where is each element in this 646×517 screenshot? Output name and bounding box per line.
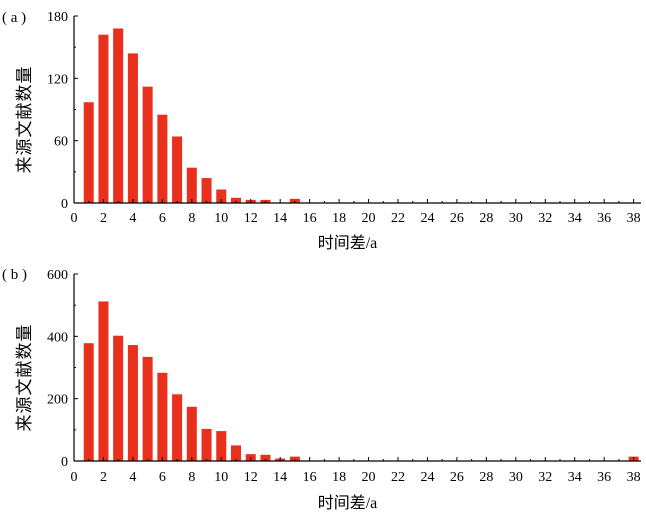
x-tick-label: 26 xyxy=(450,211,464,226)
bar xyxy=(98,34,109,204)
bar xyxy=(98,301,109,461)
x-tick-label: 12 xyxy=(244,470,258,485)
x-tick-label: 12 xyxy=(244,211,258,226)
bar xyxy=(230,197,241,203)
y-tick-label: 60 xyxy=(54,135,68,150)
y-tick-label: 0 xyxy=(61,455,68,470)
bar xyxy=(289,198,300,203)
panel-label: ( b ) xyxy=(2,267,27,283)
bar xyxy=(142,356,153,461)
bar xyxy=(157,114,168,203)
bar xyxy=(201,428,212,461)
bar xyxy=(113,28,124,203)
x-tick-label: 18 xyxy=(332,211,346,226)
bar xyxy=(142,86,153,203)
x-tick-label: 32 xyxy=(538,470,552,485)
chart-panel: 0 2 4 6 8 10 12 14 16 18 20 22 24 26 28 30 32 34 36 3806012… xyxy=(2,10,641,252)
x-axis-label: 时间差/a xyxy=(318,234,378,252)
y-axis-label: 来源文献数量 xyxy=(15,324,34,432)
x-tick-label: 22 xyxy=(391,470,405,485)
x-tick-label: 36 xyxy=(597,211,611,226)
y-tick-label: 180 xyxy=(47,10,68,25)
bar xyxy=(113,335,124,461)
x-tick-label: 28 xyxy=(479,211,493,226)
x-tick-label: 2 xyxy=(100,211,107,226)
x-tick-label: 34 xyxy=(568,211,582,226)
bar xyxy=(216,431,227,461)
x-tick-label: 38 xyxy=(627,211,641,226)
bar xyxy=(216,189,227,203)
x-tick-label: 0 xyxy=(71,211,78,226)
x-tick-label: 38 xyxy=(627,470,641,485)
x-tick-label: 28 xyxy=(479,470,493,485)
bar xyxy=(172,394,183,461)
x-tick-label: 18 xyxy=(332,470,346,485)
x-tick-label: 32 xyxy=(538,211,552,226)
bar xyxy=(83,343,94,461)
x-tick-label: 0 xyxy=(71,470,78,485)
bar xyxy=(289,456,300,461)
y-tick-label: 0 xyxy=(61,197,68,212)
chart-panel: 0 2 4 6 8 10 12 14 16 18 20 22 24 26 28 30 32 34 36 3802004… xyxy=(2,267,641,512)
x-tick-label: 8 xyxy=(188,211,195,226)
bar xyxy=(127,53,138,204)
x-tick-label: 30 xyxy=(509,470,523,485)
bar xyxy=(172,136,183,203)
x-tick-label: 10 xyxy=(214,470,228,485)
x-tick-label: 8 xyxy=(188,470,195,485)
bar xyxy=(260,454,271,461)
x-tick-label: 20 xyxy=(362,211,376,226)
bar xyxy=(157,372,168,461)
bar xyxy=(201,178,212,203)
bar xyxy=(186,167,197,203)
x-tick-label: 34 xyxy=(568,470,582,485)
x-tick-label: 6 xyxy=(159,470,166,485)
bar xyxy=(83,102,94,203)
x-tick-label: 16 xyxy=(303,470,317,485)
x-tick-label: 24 xyxy=(420,470,434,485)
x-tick-label: 10 xyxy=(214,211,228,226)
x-tick-label: 24 xyxy=(420,211,434,226)
y-tick-label: 400 xyxy=(47,330,68,345)
panel-label: ( a ) xyxy=(2,10,26,26)
y-axis-label: 来源文献数量 xyxy=(15,66,34,174)
y-tick-label: 200 xyxy=(47,393,68,408)
x-tick-label: 2 xyxy=(100,470,107,485)
x-tick-label: 14 xyxy=(273,470,287,485)
x-tick-label: 16 xyxy=(303,211,317,226)
y-tick-label: 600 xyxy=(47,268,68,283)
x-tick-label: 22 xyxy=(391,211,405,226)
x-tick-label: 4 xyxy=(129,470,136,485)
x-axis-label: 时间差/a xyxy=(318,494,378,512)
x-tick-label: 36 xyxy=(597,470,611,485)
x-tick-label: 4 xyxy=(129,211,136,226)
y-tick-label: 120 xyxy=(47,72,68,87)
bar xyxy=(127,345,138,461)
bar xyxy=(186,406,197,461)
x-tick-label: 26 xyxy=(450,470,464,485)
x-tick-label: 30 xyxy=(509,211,523,226)
x-tick-label: 20 xyxy=(362,470,376,485)
x-tick-label: 6 xyxy=(159,211,166,226)
x-tick-label: 14 xyxy=(273,211,287,226)
bar xyxy=(230,445,241,461)
